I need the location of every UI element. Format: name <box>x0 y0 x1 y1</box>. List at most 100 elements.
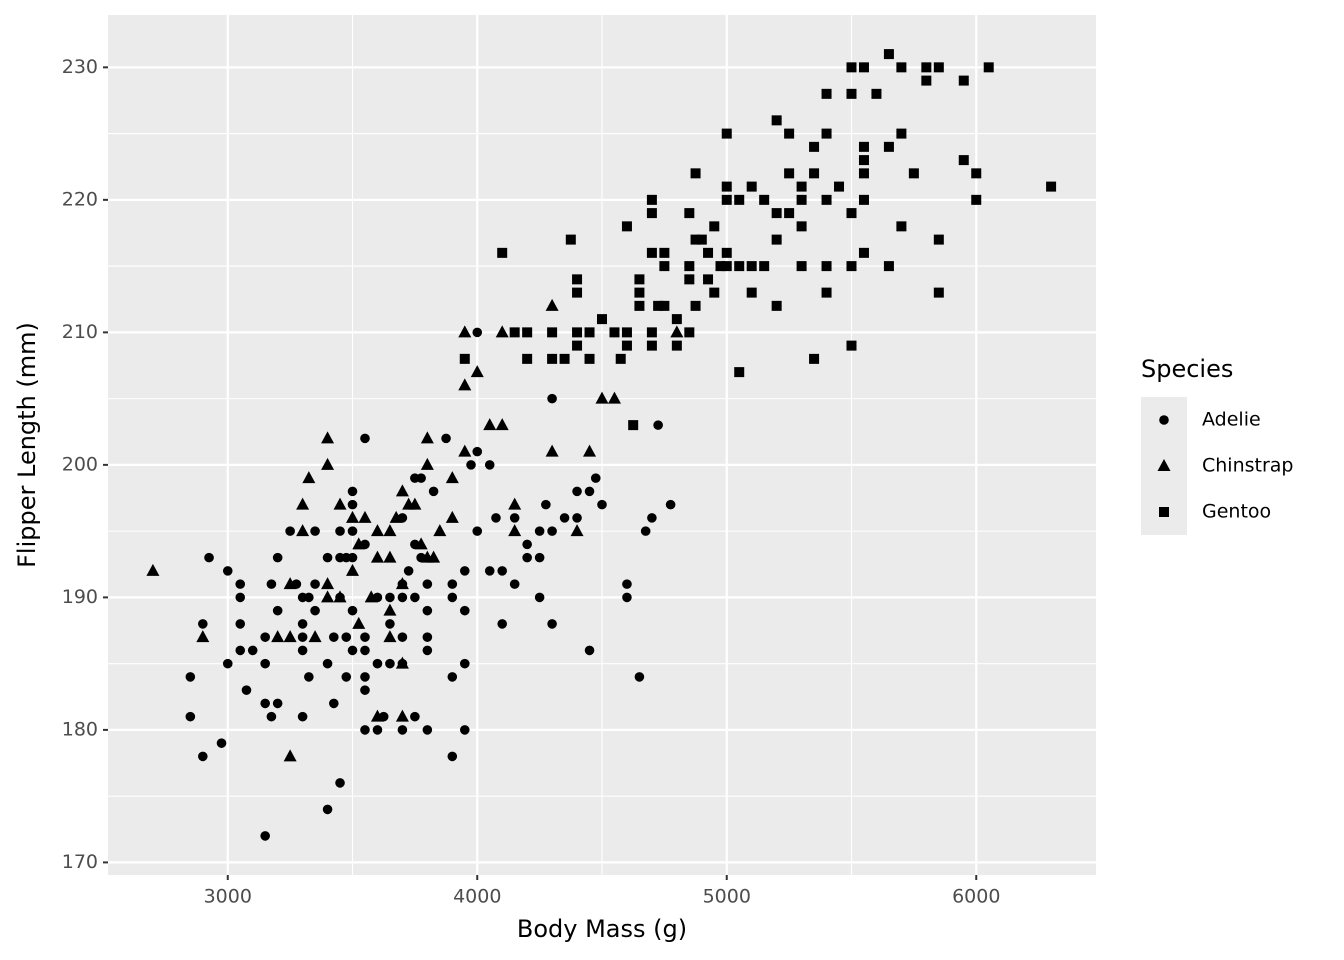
y-axis-title: Flipper Length (mm) <box>13 322 41 568</box>
point <box>647 513 657 523</box>
point <box>509 513 520 523</box>
point <box>283 577 297 590</box>
point <box>715 261 726 272</box>
point <box>302 471 316 484</box>
point <box>447 592 458 603</box>
point <box>858 168 869 179</box>
point <box>784 168 795 179</box>
point <box>428 486 439 497</box>
point <box>615 353 626 364</box>
point <box>545 444 559 457</box>
point <box>459 658 470 669</box>
point <box>646 194 657 205</box>
point <box>572 287 583 298</box>
point <box>495 325 509 338</box>
point <box>346 563 360 576</box>
point <box>497 247 508 258</box>
point <box>472 526 483 536</box>
point <box>796 181 807 192</box>
point <box>534 552 545 563</box>
point <box>395 656 409 669</box>
legend-label: Chinstrap <box>1202 455 1294 477</box>
point <box>335 526 345 536</box>
point <box>547 353 558 364</box>
point <box>821 88 832 99</box>
point <box>459 605 470 616</box>
point <box>458 325 472 338</box>
point <box>385 619 395 629</box>
point <box>198 751 208 762</box>
point <box>871 88 882 99</box>
point <box>883 49 894 60</box>
point <box>584 327 595 338</box>
point <box>628 420 639 431</box>
point <box>347 486 358 497</box>
point <box>372 658 383 669</box>
point <box>570 524 584 537</box>
point <box>640 526 651 536</box>
point <box>572 486 582 497</box>
point <box>646 247 657 258</box>
point <box>383 524 397 537</box>
point <box>445 510 459 523</box>
point <box>352 616 366 629</box>
point <box>821 194 832 205</box>
point <box>746 261 757 272</box>
point <box>420 457 434 470</box>
point <box>690 168 701 179</box>
point <box>703 247 714 258</box>
point <box>310 579 320 589</box>
point <box>572 274 583 285</box>
legend-key <box>1159 507 1169 517</box>
point <box>834 181 845 192</box>
point <box>272 552 283 563</box>
point <box>584 645 595 656</box>
point <box>385 658 395 669</box>
point <box>397 725 408 735</box>
point <box>397 632 408 642</box>
point <box>703 274 714 285</box>
point <box>821 261 832 272</box>
point <box>385 592 395 603</box>
point <box>921 75 932 86</box>
point <box>235 619 246 629</box>
point <box>595 391 609 404</box>
point <box>653 420 663 430</box>
point <box>659 300 670 311</box>
point <box>508 524 522 537</box>
point <box>659 261 670 272</box>
y-tick-label: 210 <box>62 321 98 343</box>
point <box>583 444 597 457</box>
point <box>285 526 295 536</box>
point <box>958 155 969 166</box>
x-tick-label: 5000 <box>703 886 751 908</box>
point <box>597 499 607 510</box>
point <box>671 314 682 325</box>
y-tick-label: 190 <box>62 586 98 608</box>
point <box>622 592 632 603</box>
point <box>283 630 297 643</box>
point <box>297 632 308 642</box>
point <box>509 327 520 338</box>
point <box>497 566 508 576</box>
point <box>383 603 397 616</box>
point <box>427 550 441 563</box>
point <box>360 645 370 656</box>
point <box>422 645 433 656</box>
point <box>484 566 495 576</box>
point <box>347 605 358 616</box>
point <box>341 632 352 642</box>
point <box>414 537 428 550</box>
point <box>634 672 645 682</box>
point <box>971 168 982 179</box>
y-tick-label: 230 <box>62 56 98 78</box>
point <box>266 579 277 589</box>
point <box>933 287 944 298</box>
point <box>283 749 297 762</box>
point <box>466 460 476 470</box>
point <box>472 327 483 338</box>
point <box>321 457 335 470</box>
point <box>646 340 657 351</box>
legend-label: Gentoo <box>1202 501 1271 523</box>
point <box>266 711 277 722</box>
